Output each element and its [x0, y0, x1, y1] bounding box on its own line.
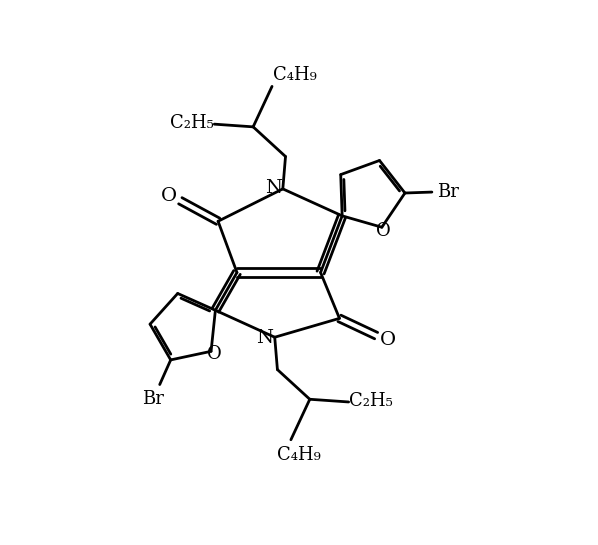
Text: C₄H₉: C₄H₉ — [277, 446, 321, 464]
Text: O: O — [380, 331, 396, 349]
Text: O: O — [206, 345, 221, 363]
Text: C₂H₅: C₂H₅ — [170, 114, 213, 132]
Text: O: O — [376, 222, 390, 240]
Text: Br: Br — [142, 390, 164, 408]
Text: O: O — [160, 187, 176, 205]
Text: C₂H₅: C₂H₅ — [349, 392, 393, 410]
Text: N: N — [264, 179, 282, 197]
Text: N: N — [257, 329, 273, 347]
Text: Br: Br — [437, 183, 459, 201]
Text: C₄H₉: C₄H₉ — [273, 65, 316, 83]
